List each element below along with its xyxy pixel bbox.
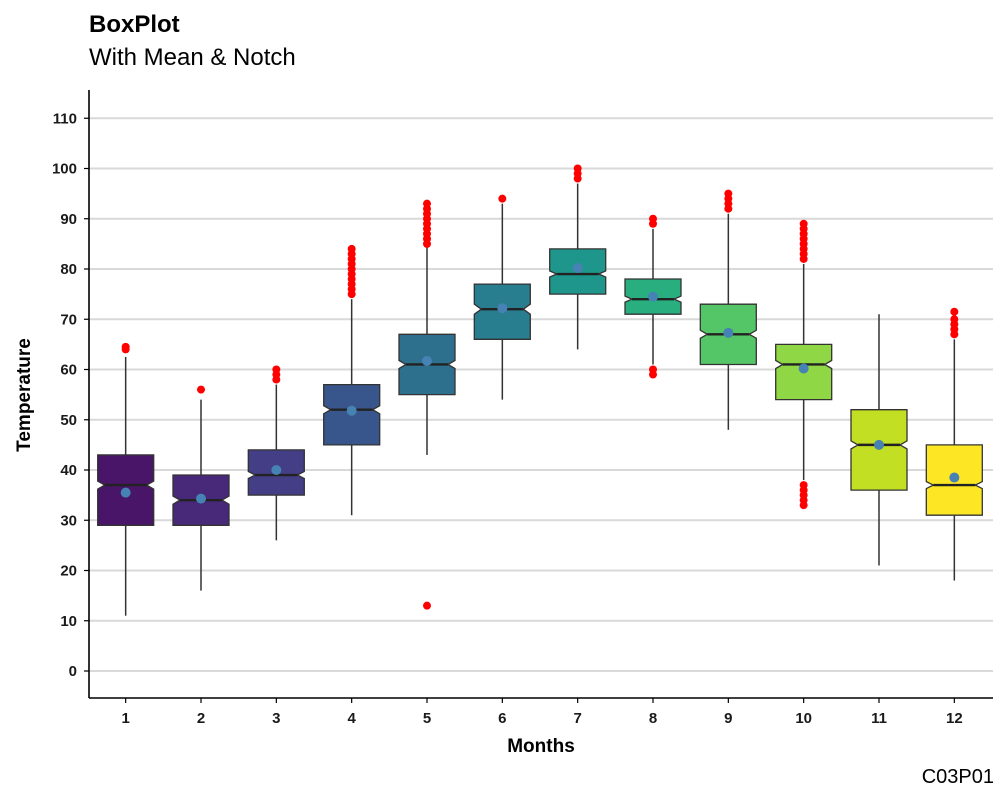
chart-subtitle: With Mean & Notch (89, 44, 296, 71)
x-tick-label: 6 (498, 710, 506, 727)
box-body (850, 409, 908, 491)
x-tick-label: 2 (197, 710, 205, 727)
box-month-3 (247, 365, 305, 541)
gridlines (89, 117, 993, 672)
mean-point (949, 472, 960, 483)
x-tick-label: 5 (423, 710, 431, 727)
outlier-point (950, 307, 959, 316)
y-tick-label: 50 (60, 412, 77, 429)
box-month-11 (850, 314, 908, 566)
y-tick-label: 90 (60, 211, 77, 228)
mean-point (196, 493, 206, 504)
mean-point (572, 262, 583, 273)
mean-point (271, 465, 282, 475)
mean-point (346, 405, 357, 416)
mean-point (497, 303, 508, 314)
outlier-point (423, 601, 431, 610)
box-month-1 (97, 342, 155, 616)
y-axis-title: Temperature (14, 338, 35, 452)
y-tick-label: 10 (60, 613, 77, 630)
chart-title: BoxPlot (89, 11, 180, 38)
outlier-point (197, 385, 205, 394)
box-month-10 (775, 219, 833, 510)
x-tick-label: 7 (573, 710, 581, 727)
outlier-point (950, 315, 959, 324)
box-month-6 (473, 194, 531, 400)
x-tick-label: 4 (347, 710, 356, 727)
y-tick-label: 70 (60, 311, 77, 328)
mean-point (422, 355, 432, 366)
box-month-4 (323, 244, 381, 516)
outlier-point (724, 189, 733, 198)
outlier-point (649, 214, 657, 223)
mean-point (874, 439, 884, 450)
box-month-5 (398, 199, 456, 610)
x-tick-label: 10 (795, 710, 812, 727)
chart-caption: C03P01 (921, 766, 994, 788)
x-tick-label: 9 (724, 710, 732, 727)
box-month-9 (699, 189, 757, 430)
y-tick-label: 80 (60, 261, 77, 278)
boxplots (97, 164, 983, 616)
outlier-point (573, 164, 582, 173)
box-month-8 (624, 214, 682, 379)
y-tick-label: 100 (52, 161, 77, 178)
mean-point (723, 327, 734, 338)
x-tick-label: 8 (649, 710, 657, 727)
y-tick-label: 20 (60, 563, 77, 580)
outlier-point (498, 194, 507, 203)
y-tick-label: 60 (60, 362, 77, 379)
outlier-point (121, 342, 130, 351)
outlier-point (649, 365, 657, 374)
outlier-point (347, 244, 356, 253)
mean-point (120, 487, 131, 498)
outlier-point (272, 365, 281, 374)
axes: Months Temperature 0 10 20 30 40 50 60 70 80 90 10… (14, 90, 993, 757)
y-tick-label: 110 (53, 110, 77, 127)
y-tick-label: 0 (69, 663, 77, 680)
box-month-7 (549, 164, 607, 350)
x-tick-label: 12 (946, 710, 963, 727)
x-tick-label: 3 (272, 710, 280, 727)
y-tick-label: 30 (60, 512, 77, 529)
x-tick-label: 1 (121, 710, 129, 727)
outlier-point (799, 481, 808, 490)
box-month-2 (172, 385, 230, 591)
mean-point (648, 291, 658, 302)
mean-point (798, 363, 809, 374)
x-tick-label: 11 (871, 710, 887, 727)
outlier-point (799, 219, 808, 228)
box-month-12 (925, 307, 983, 581)
x-axis-title: Months (507, 736, 575, 757)
y-tick-label: 40 (60, 462, 77, 479)
outlier-point (423, 199, 431, 208)
